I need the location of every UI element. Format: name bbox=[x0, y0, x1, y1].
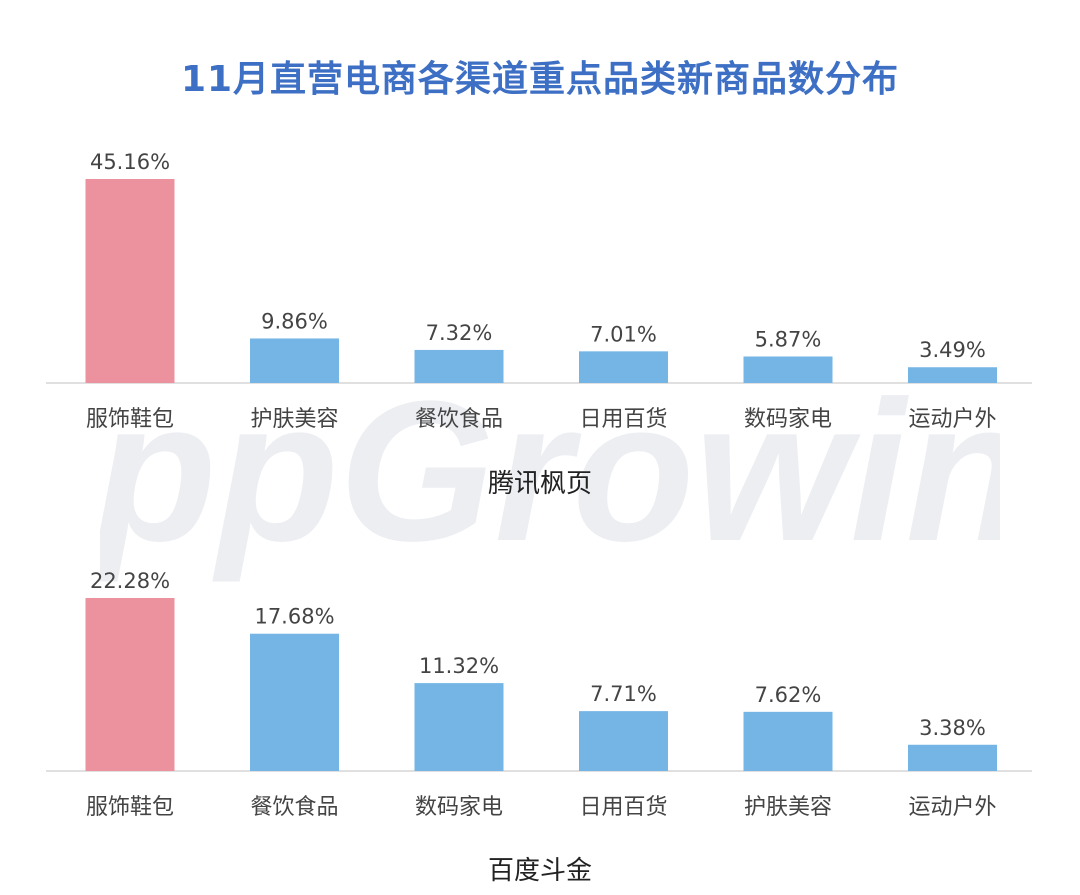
bar-data-label: 5.87% bbox=[755, 327, 822, 351]
x-tick-label: 运动户外 bbox=[908, 407, 996, 432]
bar-data-label: 45.16% bbox=[90, 150, 170, 174]
bar-6 bbox=[908, 744, 997, 771]
bar-4 bbox=[579, 711, 668, 771]
bar-data-label: 22.28% bbox=[90, 569, 170, 593]
baidu-doujin-chart-title: 百度斗金 bbox=[487, 856, 592, 886]
watermark-text: AppGrowing bbox=[100, 360, 1000, 583]
x-tick-label: 数码家电 bbox=[744, 407, 832, 432]
bar-2 bbox=[250, 633, 339, 771]
bar-1 bbox=[85, 179, 175, 383]
bar-data-label: 9.86% bbox=[261, 309, 328, 333]
x-tick-label: 餐饮食品 bbox=[415, 407, 503, 432]
x-tick-label: 服饰鞋包 bbox=[86, 407, 174, 432]
bar-data-label: 11.32% bbox=[419, 654, 499, 678]
appgrowing-watermark: AppGrowing bbox=[100, 360, 1000, 583]
baidu-doujin-chart: 22.28% 服饰鞋包 17.68% 餐饮食品 11.32% 数码家电 7.71% 日用百货 7… bbox=[46, 569, 1032, 820]
bar-3 bbox=[414, 683, 504, 771]
x-tick-label: 数码家电 bbox=[415, 795, 503, 820]
bar-4 bbox=[579, 351, 668, 383]
bar-data-label: 3.38% bbox=[919, 716, 986, 740]
bar-3 bbox=[414, 349, 504, 383]
bar-5 bbox=[743, 356, 833, 383]
tencent-fengye-chart: 45.16% 服饰鞋包 9.86% 护肤美容 7.32% 餐饮食品 7.01% 日用百货 5.8… bbox=[46, 150, 1032, 432]
x-tick-label: 护肤美容 bbox=[250, 407, 338, 432]
x-tick-label: 日用百货 bbox=[579, 795, 667, 820]
x-tick-label: 运动户外 bbox=[908, 795, 996, 820]
bar-2 bbox=[250, 338, 339, 383]
page-title: 11月直营电商各渠道重点品类新商品数分布 bbox=[180, 59, 900, 100]
bar-1 bbox=[85, 598, 175, 771]
bar-6 bbox=[908, 367, 997, 383]
x-tick-label: 餐饮食品 bbox=[250, 795, 338, 820]
bar-data-label: 7.01% bbox=[590, 322, 657, 346]
x-tick-label: 护肤美容 bbox=[744, 795, 832, 820]
bar-data-label: 3.49% bbox=[919, 338, 986, 362]
bar-data-label: 17.68% bbox=[254, 605, 334, 629]
x-tick-label: 服饰鞋包 bbox=[86, 795, 174, 820]
bar-5 bbox=[743, 711, 833, 771]
bar-data-label: 7.62% bbox=[755, 683, 822, 707]
bar-data-label: 7.71% bbox=[590, 682, 657, 706]
x-tick-label: 日用百货 bbox=[579, 407, 667, 432]
tencent-fengye-chart-title: 腾讯枫页 bbox=[487, 469, 592, 499]
bar-data-label: 7.32% bbox=[426, 321, 493, 345]
